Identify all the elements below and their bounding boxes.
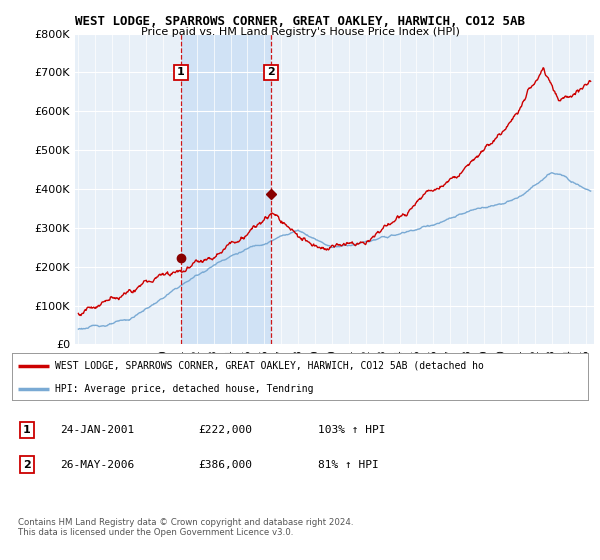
Text: Price paid vs. HM Land Registry's House Price Index (HPI): Price paid vs. HM Land Registry's House … — [140, 27, 460, 37]
Text: 24-JAN-2001: 24-JAN-2001 — [60, 425, 134, 435]
Text: 26-MAY-2006: 26-MAY-2006 — [60, 460, 134, 470]
Bar — [181, 34, 271, 344]
Text: Contains HM Land Registry data © Crown copyright and database right 2024.
This d: Contains HM Land Registry data © Crown c… — [18, 518, 353, 538]
Text: 2: 2 — [267, 67, 275, 77]
Text: 2: 2 — [23, 460, 31, 470]
Text: 1: 1 — [177, 67, 185, 77]
Text: 1: 1 — [23, 425, 31, 435]
Text: HPI: Average price, detached house, Tendring: HPI: Average price, detached house, Tend… — [55, 384, 314, 394]
Text: £222,000: £222,000 — [198, 425, 252, 435]
Text: 81% ↑ HPI: 81% ↑ HPI — [318, 460, 379, 470]
Text: WEST LODGE, SPARROWS CORNER, GREAT OAKLEY, HARWICH, CO12 5AB: WEST LODGE, SPARROWS CORNER, GREAT OAKLE… — [75, 15, 525, 27]
Text: 103% ↑ HPI: 103% ↑ HPI — [318, 425, 386, 435]
Text: WEST LODGE, SPARROWS CORNER, GREAT OAKLEY, HARWICH, CO12 5AB (detached ho: WEST LODGE, SPARROWS CORNER, GREAT OAKLE… — [55, 361, 484, 371]
Text: £386,000: £386,000 — [198, 460, 252, 470]
